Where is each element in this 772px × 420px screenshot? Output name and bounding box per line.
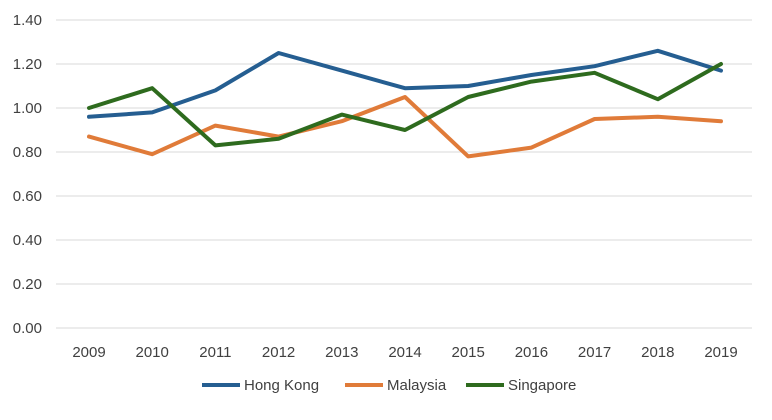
gridlines [56,19,752,329]
data-point [339,68,345,74]
y-tick-label: 1.40 [13,12,42,29]
data-point [149,151,155,157]
data-point [592,116,598,122]
data-point [528,79,534,85]
x-tick-label: 2016 [515,344,548,361]
x-tick-label: 2019 [704,344,737,361]
x-tick-label: 2011 [199,344,231,361]
data-point [402,127,408,133]
x-tick-label: 2018 [641,344,674,361]
data-point [212,142,218,148]
data-point [276,136,282,142]
data-point [655,48,661,54]
data-point [718,68,724,74]
series-malaysia [86,94,724,159]
data-point [212,123,218,129]
data-point [592,63,598,69]
data-point [718,118,724,124]
y-tick-label: 1.20 [13,56,42,73]
series-singapore [86,61,724,148]
legend-label: Singapore [508,377,576,394]
legend-label: Hong Kong [244,377,319,394]
data-point [86,105,92,111]
x-tick-label: 2009 [72,344,105,361]
data-point [402,85,408,91]
data-point [339,112,345,118]
data-point [465,153,471,159]
y-tick-label: 0.80 [13,144,42,161]
x-tick-label: 2014 [388,344,421,361]
data-point [149,85,155,91]
y-tick-label: 0.00 [13,320,42,337]
data-point [212,87,218,93]
series-line [87,62,723,148]
data-point [86,134,92,140]
legend-entry: Singapore [466,377,576,394]
data-point [465,94,471,100]
data-point [655,114,661,120]
data-point [655,96,661,102]
data-point [339,118,345,124]
y-tick-label: 0.40 [13,232,42,249]
data-point [528,145,534,151]
series-hong-kong [86,48,724,120]
data-point [402,94,408,100]
legend-label: Malaysia [387,377,447,394]
y-axis-tick-labels: 0.00 0.20 0.40 0.60 0.80 1.00 1.20 1.40 [13,12,42,337]
x-axis-tick-labels: 2009 2010 2011 2012 2013 2014 2015 2016 2017 2018… [72,344,737,361]
series-lines [86,48,724,159]
y-tick-label: 1.00 [13,100,42,117]
legend-entry: Hong Kong [202,377,319,394]
legend: Hong Kong Malaysia Singapore [202,377,576,394]
series-line [87,48,723,119]
data-point [86,114,92,120]
y-tick-label: 0.20 [13,276,42,293]
data-point [276,50,282,56]
x-tick-label: 2010 [136,344,169,361]
x-tick-label: 2015 [452,344,485,361]
y-tick-label: 0.60 [13,188,42,205]
data-point [528,72,534,78]
data-point [592,70,598,76]
x-tick-label: 2012 [262,344,295,361]
series-line [87,95,723,159]
legend-entry: Malaysia [345,377,447,394]
data-point [465,83,471,89]
x-tick-label: 2013 [325,344,358,361]
data-point [149,109,155,115]
x-tick-label: 2017 [578,344,611,361]
data-point [718,61,724,67]
